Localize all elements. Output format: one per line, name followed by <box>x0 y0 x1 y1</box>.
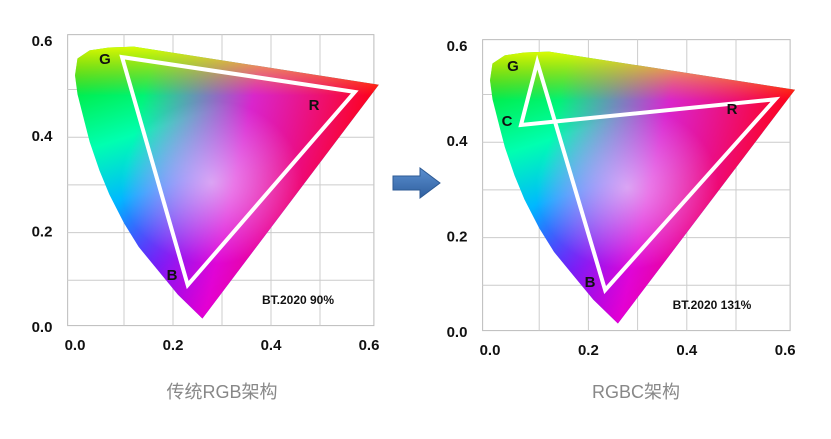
y-tick-label: 0.6 <box>32 33 53 50</box>
arrow <box>392 167 441 199</box>
y-tick-label: 0.4 <box>32 128 54 145</box>
caption: RGBC架构 <box>592 382 680 402</box>
plot-frame <box>67 34 375 327</box>
vertex-label: B <box>585 274 596 291</box>
x-tick-label: 0.6 <box>775 342 796 359</box>
gamut-triangle <box>119 54 359 290</box>
badge: BT.2020 131% <box>673 298 752 312</box>
y-tick-label: 0.4 <box>447 133 469 150</box>
color-gamut <box>75 46 379 319</box>
panel: G R B 0.6 0.4 0.2 0.0 0.0 0.2 0.4 0.6 BT.2020 90% 传统… <box>32 33 380 402</box>
x-tick-label: 0.2 <box>578 342 599 359</box>
caption: 传统RGB架构 <box>166 382 277 402</box>
y-tick-label: 0.0 <box>32 319 53 336</box>
y-tick-label: 0.6 <box>447 38 468 55</box>
vertex-label: G <box>99 51 111 68</box>
vertex-label: R <box>309 97 320 114</box>
badge: BT.2020 90% <box>262 293 334 307</box>
x-tick-label: 0.4 <box>676 342 698 359</box>
vertex-label: G <box>507 58 519 75</box>
x-tick-label: 0.2 <box>163 337 184 354</box>
panel: G C R B 0.6 0.4 0.2 0.0 0.0 0.2 0.4 0.6 BT.2020 131%… <box>447 38 796 402</box>
x-tick-label: 0.0 <box>480 342 501 359</box>
x-tick-label: 0.0 <box>65 337 86 354</box>
vertex-label: R <box>727 101 738 118</box>
x-tick-label: 0.6 <box>359 337 380 354</box>
y-tick-label: 0.2 <box>447 229 468 246</box>
gamut-triangle <box>518 54 781 295</box>
color-gamut <box>490 51 795 324</box>
x-tick-label: 0.4 <box>261 337 283 354</box>
y-tick-label: 0.2 <box>32 224 53 241</box>
vertex-label: B <box>167 267 178 284</box>
plot-frame <box>482 39 791 332</box>
y-tick-label: 0.0 <box>447 324 468 341</box>
vertex-label: C <box>502 113 513 130</box>
